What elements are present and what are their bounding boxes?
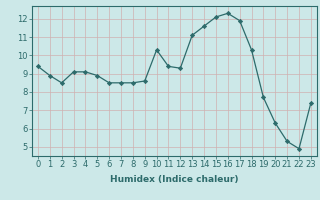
X-axis label: Humidex (Indice chaleur): Humidex (Indice chaleur) [110,175,239,184]
